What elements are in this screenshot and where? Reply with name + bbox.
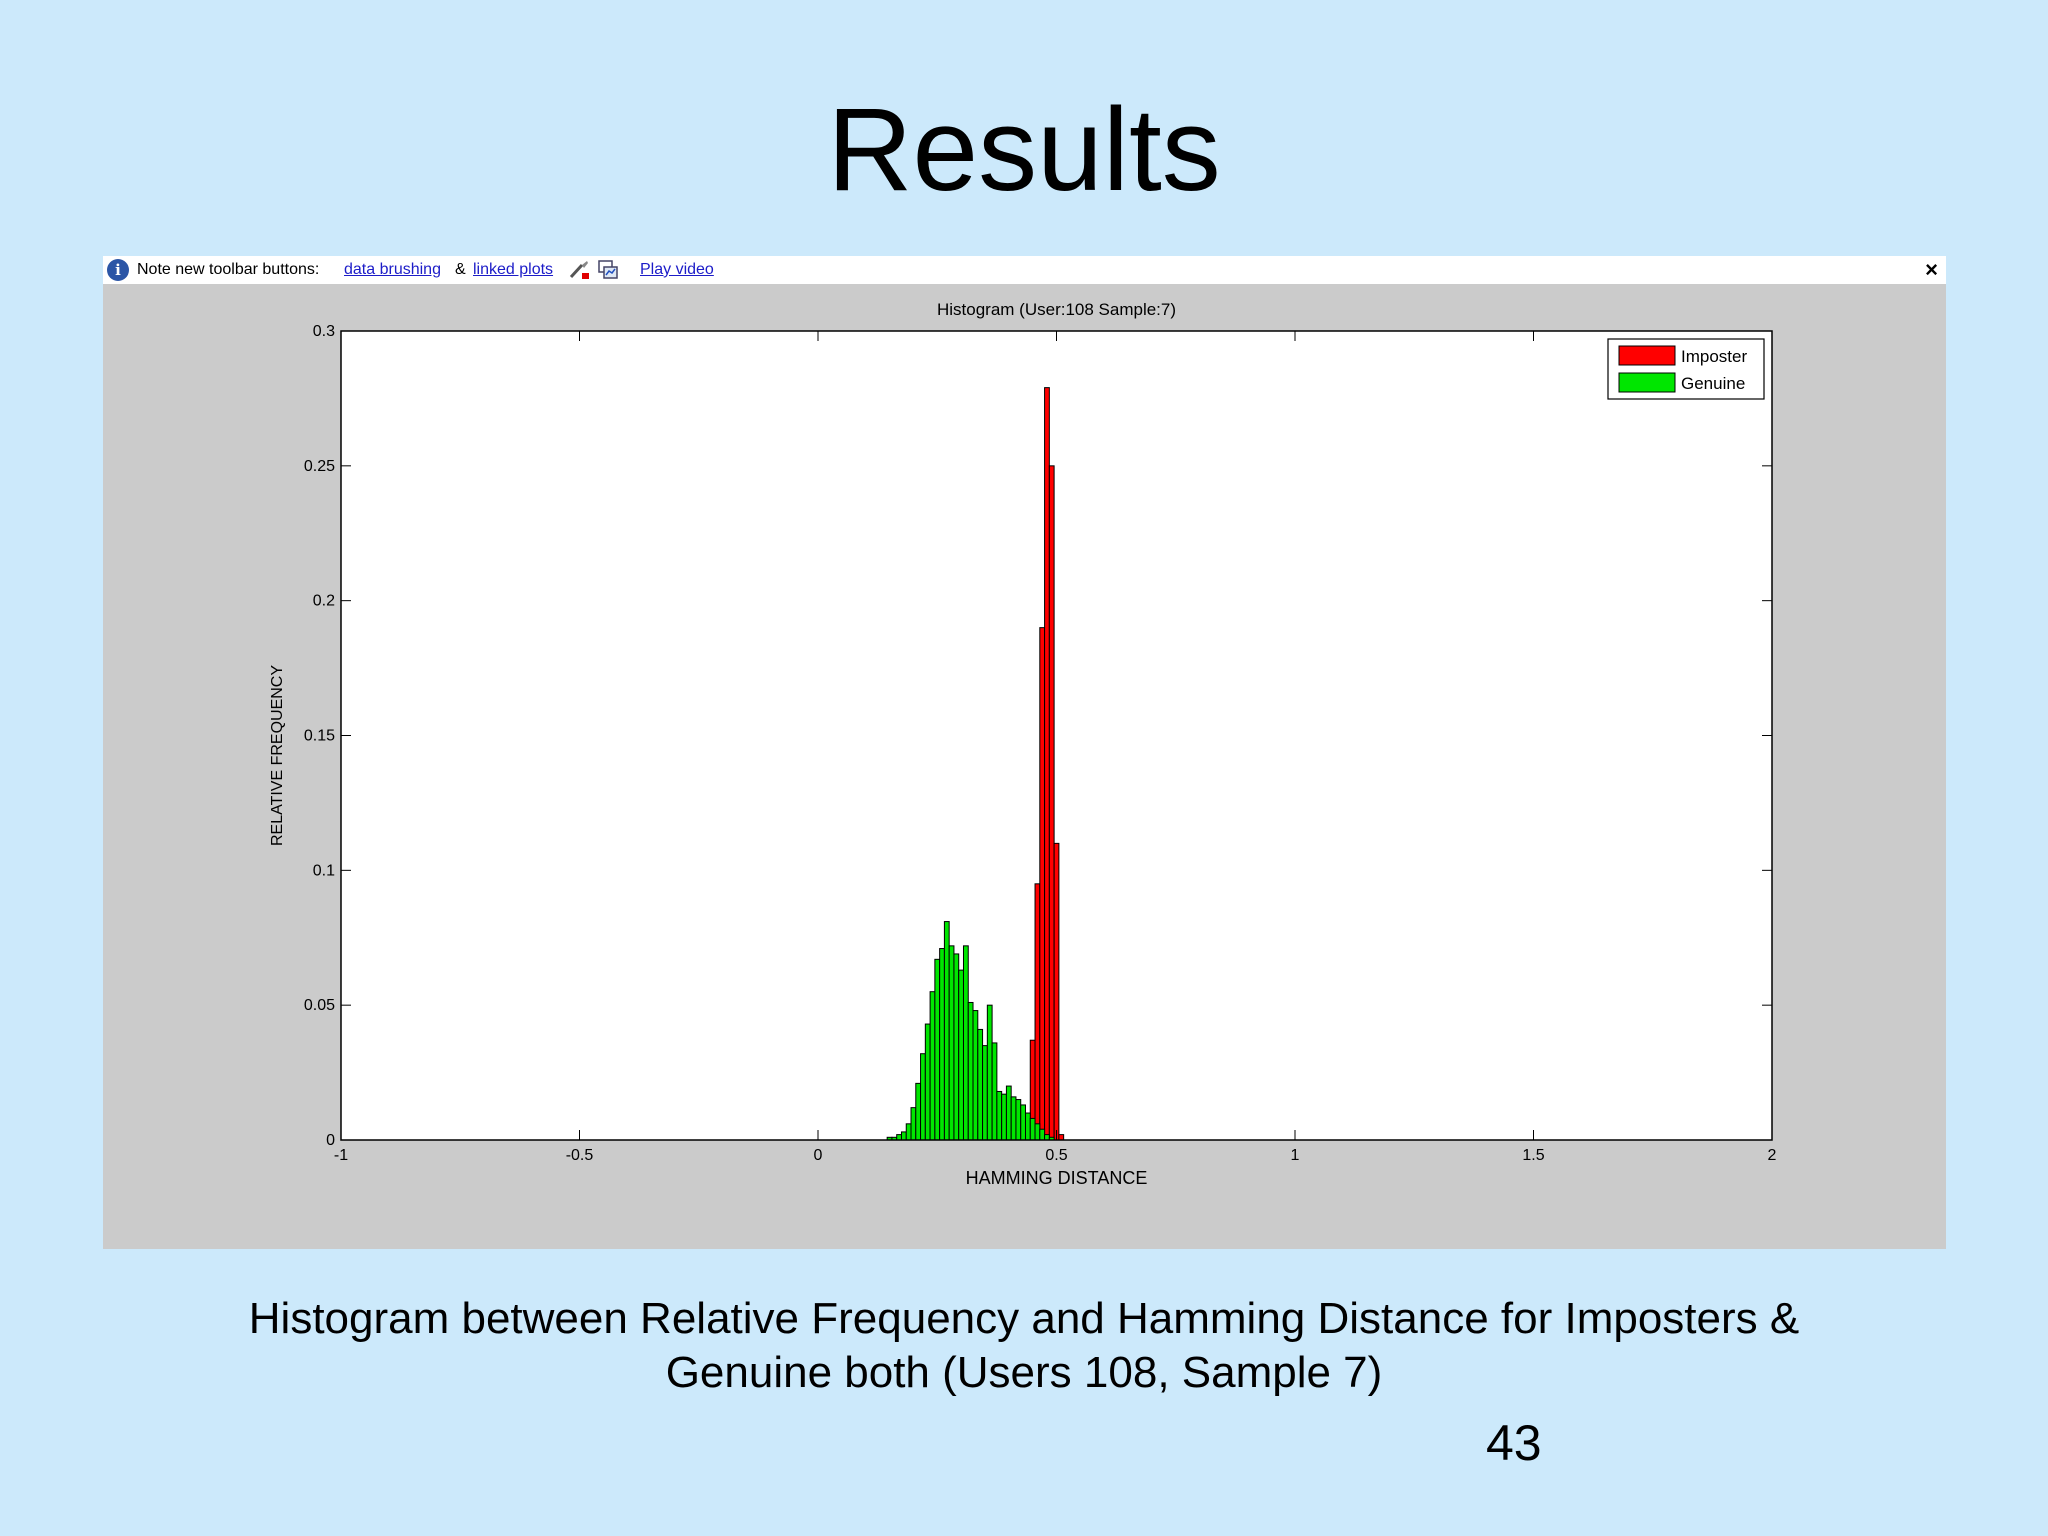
bar-genuine (1015, 1099, 1022, 1141)
y-tick-label: 0.2 (313, 593, 335, 610)
bar-genuine (900, 1131, 907, 1141)
bar-genuine (920, 1053, 926, 1141)
bar-genuine (1010, 1096, 1017, 1141)
linked-plots-icon[interactable] (597, 259, 619, 281)
y-tick-label: 0.25 (304, 458, 335, 475)
bar-genuine (915, 1082, 922, 1141)
toolbar-note-text: Note new toolbar buttons: (137, 261, 320, 278)
bar-genuine (910, 1107, 917, 1141)
x-axis-label: HAMMING DISTANCE (966, 1168, 1148, 1188)
bar-genuine (977, 1028, 984, 1141)
bar-genuine (996, 1090, 1003, 1141)
legend-swatch-imposter (1618, 345, 1676, 366)
bar-genuine (958, 969, 964, 1141)
bar-genuine (939, 948, 945, 1141)
bar-imposter (1053, 842, 1060, 1141)
chart-title: Histogram (User:108 Sample:7) (937, 300, 1176, 319)
bar-genuine (1005, 1085, 1012, 1141)
bar-genuine (905, 1123, 912, 1141)
y-tick-label: 0.05 (304, 997, 335, 1014)
legend-label-imposter: Imposter (1681, 347, 1747, 366)
ampersand-text: & (455, 261, 466, 278)
brush-icon[interactable] (568, 260, 590, 280)
caption-line-1: Histogram between Relative Frequency and… (248, 1294, 1800, 1343)
x-tick-label: 1.5 (1522, 1147, 1544, 1164)
close-icon[interactable]: × (1925, 257, 1938, 282)
bar-genuine (991, 1042, 998, 1141)
page-number: 43 (1486, 1415, 1542, 1471)
caption-line-2: Genuine both (Users 108, Sample 7) (665, 1348, 1383, 1397)
bar-genuine (1024, 1112, 1031, 1141)
info-icon: i (107, 259, 129, 281)
y-tick-label: 0.1 (313, 862, 335, 879)
bar-genuine (967, 1001, 974, 1141)
bar-genuine (934, 958, 941, 1141)
x-tick-label: 0.5 (1045, 1147, 1067, 1164)
bar-genuine (1034, 1123, 1041, 1141)
bar-imposter (1048, 465, 1055, 1141)
bar-imposter (1039, 627, 1046, 1141)
slide-caption: Histogram between Relative Frequency and… (0, 1292, 2048, 1400)
bar-genuine (929, 991, 936, 1141)
bar-genuine (896, 1134, 902, 1141)
bar-genuine (1029, 1117, 1036, 1141)
bar-genuine (943, 921, 950, 1141)
linked-plots-link[interactable]: linked plots (473, 261, 554, 278)
bar-genuine (982, 1045, 988, 1141)
x-tick-label: 2 (1768, 1147, 1777, 1164)
x-tick-label: 0 (814, 1147, 823, 1164)
x-tick-label: 1 (1291, 1147, 1300, 1164)
bar-genuine (1001, 1093, 1007, 1141)
x-tick-label: -0.5 (566, 1147, 594, 1164)
toolbar-notice-bar: i Note new toolbar buttons: data brushin… (103, 256, 1946, 284)
y-axis-label: RELATIVE FREQUENCY (269, 665, 286, 846)
bar-genuine (924, 1023, 931, 1141)
bar-genuine (1020, 1104, 1026, 1141)
y-tick-label: 0.3 (313, 323, 335, 340)
play-video-link[interactable]: Play video (640, 261, 714, 278)
bar-imposter (1034, 883, 1041, 1141)
bar-genuine (962, 945, 969, 1141)
data-brushing-link[interactable]: data brushing (344, 261, 441, 278)
legend-label-genuine: Genuine (1681, 374, 1745, 393)
matlab-figure-window: i Note new toolbar buttons: data brushin… (103, 256, 1946, 1249)
slide-title: Results (827, 84, 1221, 216)
y-tick-label: 0.15 (304, 728, 335, 745)
bar-genuine (1044, 1134, 1050, 1141)
bar-genuine (953, 953, 960, 1141)
histogram-chart: Histogram (User:108 Sample:7) -1 -0.5 0 0.5 1… (269, 300, 1777, 1188)
legend-swatch-genuine (1618, 372, 1676, 393)
bar-genuine (1039, 1128, 1046, 1141)
bar-genuine (948, 945, 955, 1141)
x-tick-label: -1 (334, 1147, 348, 1164)
bar-genuine (986, 1004, 993, 1141)
bar-imposter (1044, 387, 1050, 1141)
bar-imposter (1058, 1134, 1065, 1141)
y-tick-label: 0 (326, 1132, 335, 1149)
bar-genuine (972, 1010, 979, 1141)
